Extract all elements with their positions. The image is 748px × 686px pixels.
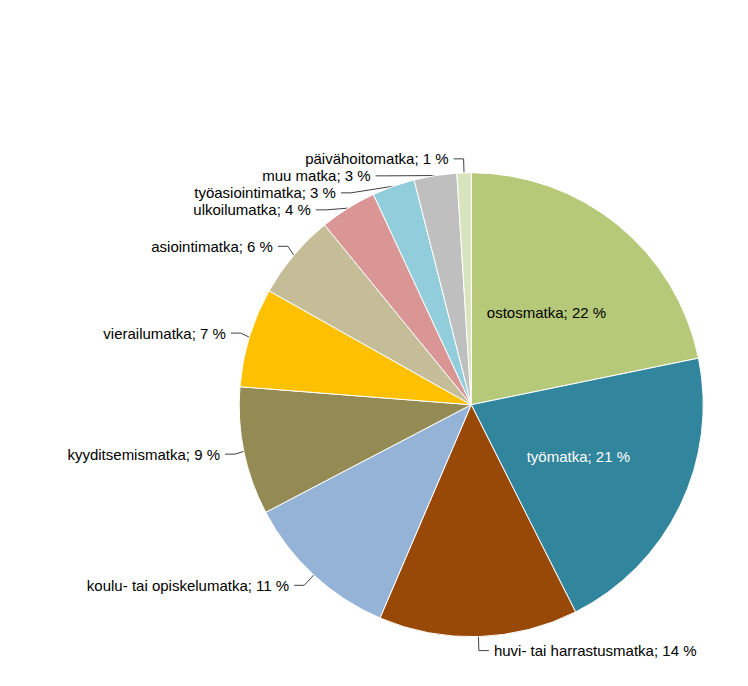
svg-text:työasiointimatka; 3 %: työasiointimatka; 3 % (194, 184, 336, 201)
svg-text:koulu- tai opiskelumatka; 11 %: koulu- tai opiskelumatka; 11 % (87, 577, 289, 594)
svg-text:vierailumatka; 7 %: vierailumatka; 7 % (103, 325, 226, 342)
svg-text:päivähoitomatka; 1 %: päivähoitomatka; 1 % (305, 150, 448, 167)
svg-text:kyyditsemismatka; 9 %: kyyditsemismatka; 9 % (67, 446, 220, 463)
svg-text:huvi- tai harrastusmatka; 14 %: huvi- tai harrastusmatka; 14 % (494, 642, 697, 659)
svg-text:ulkoilumatka; 4 %: ulkoilumatka; 4 % (193, 201, 311, 218)
svg-text:ostosmatka; 22 %: ostosmatka; 22 % (487, 304, 606, 321)
svg-text:työmatka; 21 %: työmatka; 21 % (527, 448, 630, 465)
svg-text:asiointimatka; 6 %: asiointimatka; 6 % (151, 238, 273, 255)
svg-text:muu matka; 3 %: muu matka; 3 % (262, 167, 370, 184)
